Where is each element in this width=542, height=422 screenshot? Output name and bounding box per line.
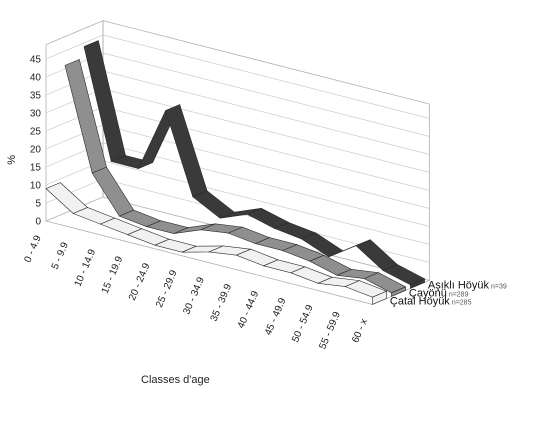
y-tick-label: 40 [30, 73, 42, 84]
series-ribbon [45, 182, 388, 305]
y-tick-label: 30 [30, 109, 42, 120]
series-ribbons [45, 40, 426, 305]
x-tick-label: 20 - 24.9 [127, 261, 153, 302]
series-label: Çatal Höyük n=285 [390, 295, 472, 307]
x-tick-label: 5 - 9.9 [50, 240, 71, 271]
x-axis-label: Classes d'age [141, 374, 210, 386]
ribbon-segment [192, 190, 235, 219]
series-count: n=289 [449, 291, 469, 298]
series-count: n=285 [452, 299, 472, 306]
y-tick-labels: 0 5 10 15 20 25 30 35 40 45 [30, 55, 42, 228]
series-ribbon [64, 58, 407, 297]
x-tick-label: 35 - 39.9 [209, 282, 235, 323]
series-name: Çatal Höyük [390, 295, 450, 307]
ribbon-segment [165, 104, 208, 198]
gridline [45, 196, 430, 281]
x-tick-label: 45 - 49.9 [263, 296, 289, 337]
ribbon-segment [355, 239, 398, 271]
gridline [45, 34, 430, 119]
x-tick-label: 30 - 34.9 [181, 275, 207, 316]
series-label: Çayönü n=289 [409, 287, 469, 299]
gridline [45, 52, 430, 137]
x-tick-label: 25 - 29.9 [154, 268, 180, 309]
y-axis-label: % [6, 155, 18, 165]
y-tick-label: 45 [30, 55, 42, 66]
x-tick-label: 55 - 59.9 [317, 310, 343, 351]
gridline [45, 142, 430, 227]
series-ribbon [83, 40, 426, 289]
y-tick-label: 35 [30, 91, 42, 102]
x-tick-label: 40 - 44.9 [236, 289, 262, 330]
ribbon-end [372, 290, 387, 305]
x-tick-label: 50 - 54.9 [290, 303, 316, 344]
series-name: Aşıklı Höyük [428, 279, 490, 291]
y-tick-label: 0 [35, 217, 41, 228]
y-tick-label: 25 [30, 127, 42, 138]
ribbon-end [410, 278, 425, 289]
series-count: n=39 [491, 283, 507, 290]
y-tick-label: 10 [30, 181, 42, 192]
ribbon-end [391, 286, 406, 297]
y-tick-label: 20 [30, 145, 42, 156]
x-tick-label: 60 - x [350, 317, 370, 344]
series-name: Çayönü [409, 287, 447, 299]
ribbon-segment [91, 166, 135, 217]
x-tick-label: 0 - 4.9 [23, 233, 44, 264]
x-tick-label: 15 - 19.9 [100, 254, 126, 295]
ribbon-segment [45, 182, 89, 214]
x-tick-label: 10 - 14.9 [73, 247, 99, 288]
series-label: Aşıklı Höyük n=39 [428, 279, 507, 291]
y-tick-label: 5 [35, 199, 41, 210]
y-tick-label: 15 [30, 163, 42, 174]
